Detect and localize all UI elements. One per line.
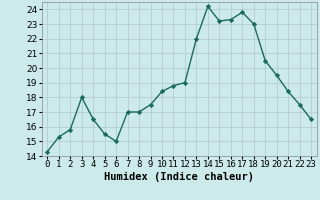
X-axis label: Humidex (Indice chaleur): Humidex (Indice chaleur) <box>104 172 254 182</box>
